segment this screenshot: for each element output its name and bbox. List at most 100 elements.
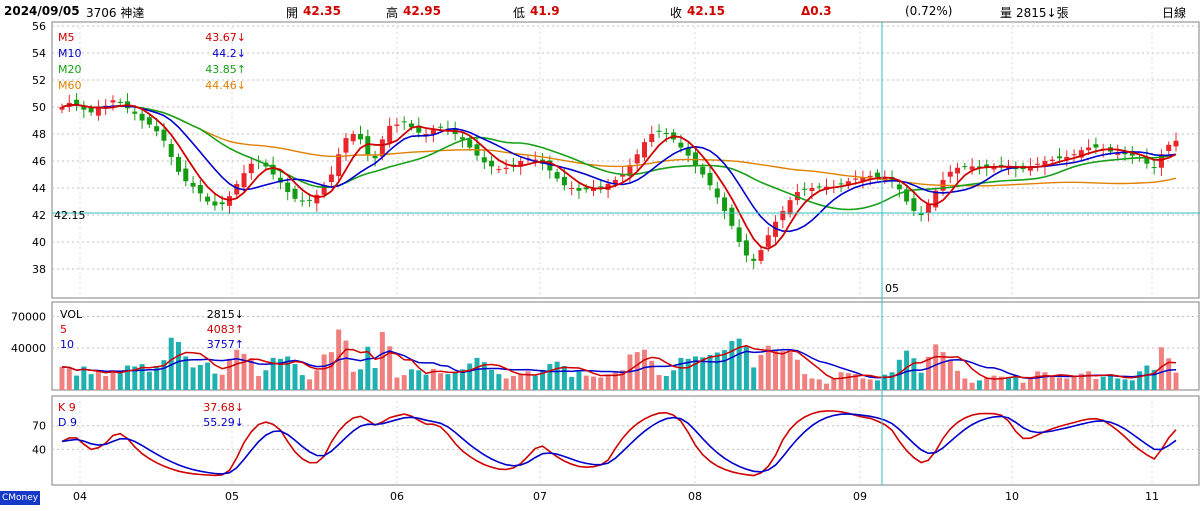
candle-body	[955, 167, 961, 174]
volume-legend-value: 4083↑	[207, 323, 244, 336]
brand-logo: CMoney	[0, 491, 40, 505]
candle-body	[583, 187, 589, 190]
volume-bar	[74, 375, 80, 390]
period-label: 日線	[1162, 6, 1187, 20]
x-tick-label: 06	[390, 490, 404, 503]
candle-body	[765, 235, 771, 247]
volume-bar	[707, 354, 713, 390]
candle-body	[110, 100, 116, 103]
volume-bar	[700, 357, 706, 390]
candle-body	[816, 186, 822, 188]
price-tick-label: 42	[32, 209, 46, 222]
candle-body	[292, 188, 298, 199]
volume-bar	[205, 362, 211, 390]
volume-bar	[314, 370, 320, 390]
candle-body	[576, 188, 582, 191]
candle-body	[510, 164, 516, 166]
candle-body	[336, 154, 342, 177]
candle-body	[1035, 163, 1041, 165]
volume-bar	[146, 371, 152, 390]
candle-body	[285, 182, 291, 193]
candle-body	[612, 179, 618, 184]
volume-bar	[175, 342, 181, 390]
candle-body	[387, 125, 393, 143]
candle-body	[408, 123, 414, 128]
volume-bar	[620, 370, 626, 390]
candle-body	[379, 139, 385, 157]
volume-legend-name: 10	[60, 338, 74, 351]
volume-bar	[773, 350, 779, 390]
volume-bar	[343, 340, 349, 390]
price-legend-value: 43.85↑	[205, 63, 246, 76]
volume-bar	[1107, 374, 1113, 390]
volume-bar	[649, 360, 655, 390]
volume-bar	[183, 356, 189, 390]
candle-body	[59, 107, 65, 110]
candle-body	[81, 105, 87, 110]
candle-body	[984, 164, 990, 168]
change-value: Δ0.3	[801, 4, 832, 18]
candle-body	[874, 172, 880, 178]
candle-body	[787, 200, 793, 215]
candle-body	[860, 177, 866, 182]
volume-bar	[976, 380, 982, 390]
volume-bar	[125, 365, 131, 390]
volume-bar	[1122, 379, 1128, 390]
volume-bar	[561, 365, 567, 390]
candle-body	[343, 138, 349, 153]
candle-body	[780, 210, 786, 221]
volume-bar	[874, 380, 880, 390]
candle-body	[328, 174, 334, 183]
ma60-line	[61, 104, 1177, 187]
candle-body	[1173, 140, 1179, 147]
price-tick-label: 38	[32, 263, 46, 276]
volume-bar	[1071, 376, 1077, 390]
volume-tick-label: 40000	[11, 342, 46, 355]
candle-body	[663, 132, 669, 134]
candle-body	[1071, 154, 1077, 156]
candle-body	[991, 166, 997, 170]
quote-header: 2024/09/05 3706 神達 開 42.35 高 42.95 低 41.…	[0, 0, 1200, 22]
volume-bar	[969, 382, 975, 390]
candle-body	[314, 194, 320, 204]
kd-tick-label: 70	[32, 420, 46, 433]
volume-bar	[904, 350, 910, 390]
candle-body	[561, 176, 567, 186]
volume-bar	[955, 370, 961, 390]
volume-bar	[452, 371, 458, 390]
candle-body	[270, 164, 276, 175]
candle-body	[401, 121, 407, 123]
candle-body	[925, 204, 931, 214]
volume-bar	[765, 345, 771, 390]
candle-body	[154, 126, 160, 132]
candle-body	[467, 139, 473, 148]
price-legend-name: M10	[58, 47, 82, 60]
k9-line	[61, 410, 1177, 477]
volume-bar	[933, 344, 939, 390]
volume-bar	[59, 366, 65, 390]
volume-bar	[394, 377, 400, 390]
candle-body	[74, 99, 80, 105]
candle-body	[117, 101, 123, 103]
volume-bar	[831, 378, 837, 390]
candle-body	[969, 166, 975, 170]
volume-bar	[1042, 372, 1048, 390]
volume-bar	[656, 375, 662, 390]
volume-bar	[474, 357, 480, 390]
candle-body	[1042, 161, 1048, 167]
volume-bar	[554, 361, 560, 390]
price-legend-name: M20	[58, 63, 82, 76]
d9-line	[61, 413, 1177, 475]
volume-bar	[540, 369, 546, 390]
volume-bar	[1158, 347, 1164, 390]
volume-value: 2815↓張	[1016, 6, 1069, 20]
candle-body	[358, 134, 364, 140]
volume-bar	[1173, 372, 1179, 390]
volume-bar	[481, 362, 487, 390]
volume-bar	[110, 370, 116, 390]
price-tick-label: 40	[32, 236, 46, 249]
volume-bar	[947, 359, 953, 390]
candle-body	[205, 196, 211, 202]
volume-bar	[598, 377, 604, 390]
candle-body	[190, 182, 196, 187]
